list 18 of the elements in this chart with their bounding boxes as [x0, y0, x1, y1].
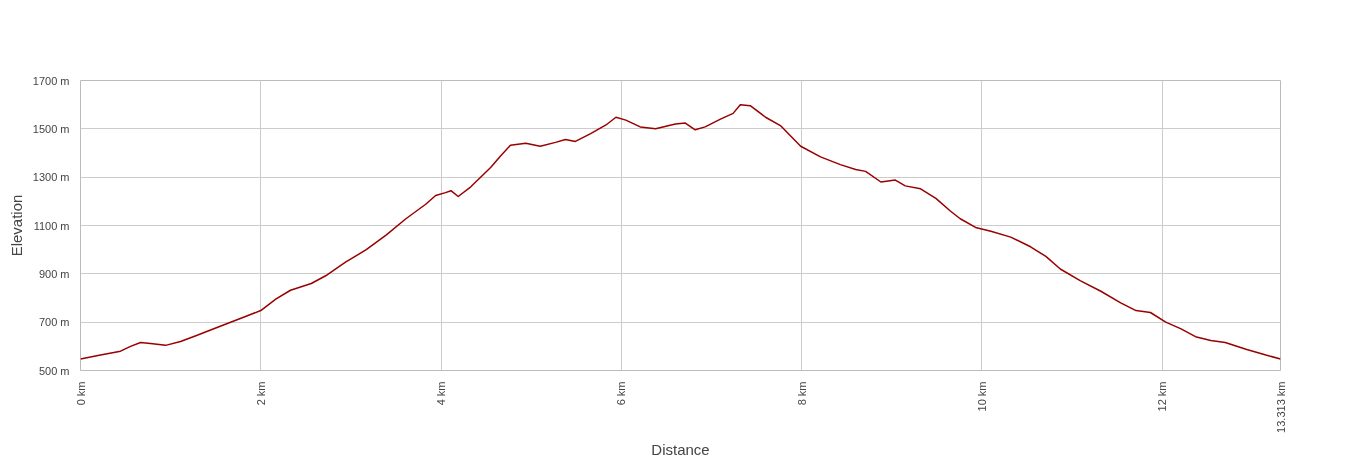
y-tick-label: 1500 m	[32, 122, 70, 135]
y-tick-label: 700 m	[38, 316, 70, 329]
x-tick-label: 13.313 km	[1274, 381, 1287, 433]
y-tick-label: 500 m	[38, 364, 70, 377]
x-tick-label: 8 km	[795, 381, 808, 406]
y-tick-label: 900 m	[38, 267, 70, 280]
x-tick-label: 2 km	[254, 381, 267, 406]
x-tick-label: 0 km	[74, 381, 87, 406]
x-tick-label: 4 km	[435, 381, 448, 406]
y-tick-label: 1100 m	[33, 219, 70, 232]
y-tick-label: 1300 m	[32, 171, 70, 184]
x-tick-label: 6 km	[615, 381, 628, 406]
x-tick-label: 12 km	[1156, 381, 1169, 412]
y-axis-title: Elevation	[7, 194, 25, 257]
line-series	[80, 103, 1281, 360]
x-tick-label: 10 km	[975, 381, 988, 412]
x-axis-title: Distance	[651, 440, 710, 458]
y-tick-label: 1700 m	[32, 74, 70, 87]
